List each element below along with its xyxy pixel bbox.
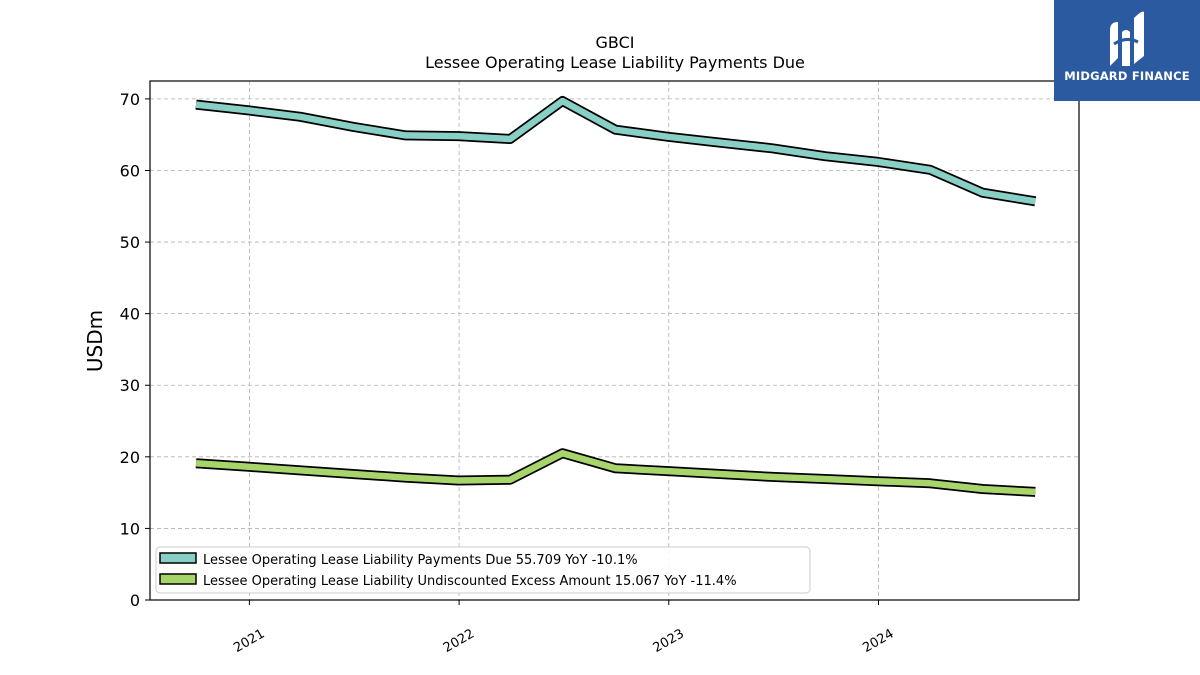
x-tick-label: 2024 bbox=[860, 626, 896, 656]
legend-box bbox=[155, 546, 811, 594]
logo-text: MIDGARD FINANCE bbox=[1064, 69, 1190, 83]
chart-subtitle: Lessee Operating Lease Liability Payment… bbox=[425, 53, 805, 72]
y-axis-label: USDm bbox=[83, 310, 107, 372]
series-outline-1 bbox=[195, 96, 1037, 207]
y-tick-label: 60 bbox=[120, 161, 140, 180]
series-lines bbox=[195, 96, 1037, 497]
y-tick-label: 30 bbox=[120, 376, 140, 395]
midgard-finance-logo: MIDGARD FINANCE bbox=[1054, 0, 1200, 101]
legend-swatch-payments-due bbox=[159, 552, 197, 564]
legend-swatch-excess-amount bbox=[159, 573, 197, 585]
y-tick-label: 50 bbox=[120, 233, 140, 252]
y-axis: 0 10 20 30 40 50 60 70 bbox=[120, 90, 150, 610]
plot-frame bbox=[149, 80, 1080, 601]
legend: Lessee Operating Lease Liability Payment… bbox=[155, 546, 811, 594]
x-tick-label: 2023 bbox=[651, 626, 687, 656]
legend-label-payments-due: Lessee Operating Lease Liability Payment… bbox=[203, 553, 638, 568]
x-tick-label: 2022 bbox=[441, 626, 477, 656]
legend-label-excess-amount: Lessee Operating Lease Liability Undisco… bbox=[203, 574, 737, 589]
chart-title: GBCI bbox=[596, 33, 635, 52]
y-tick-label: 0 bbox=[130, 591, 140, 610]
y-tick-label: 20 bbox=[120, 448, 140, 467]
midgard-logo-icon bbox=[1110, 11, 1144, 66]
y-tick-label: 70 bbox=[120, 90, 140, 109]
y-tick-label: 10 bbox=[120, 519, 140, 538]
series-line-1 bbox=[195, 97, 1036, 205]
grid bbox=[150, 81, 1079, 600]
x-tick-label: 2021 bbox=[231, 626, 267, 656]
y-tick-label: 40 bbox=[120, 305, 140, 324]
x-axis: 2021 2022 2023 2024 bbox=[231, 600, 896, 656]
series-line-2 bbox=[195, 449, 1036, 496]
